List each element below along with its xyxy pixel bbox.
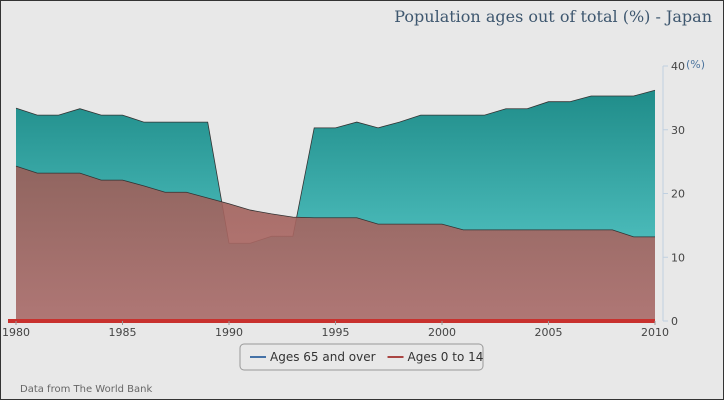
y-tick-label: 20	[671, 188, 685, 201]
x-tick-label: 2010	[641, 326, 669, 339]
legend-label: Ages 0 to 14	[408, 350, 484, 364]
line	[15, 89, 656, 244]
legend	[239, 343, 484, 371]
y-axis-title: (%)	[686, 58, 705, 71]
y-tick-label: 30	[671, 124, 685, 137]
y-tick-label: 10	[671, 251, 685, 264]
x-tick-label: 1985	[109, 326, 137, 339]
x-tick-label: 2000	[428, 326, 456, 339]
x-tick-label: 2005	[535, 326, 563, 339]
y-tick-label: 40	[671, 60, 685, 73]
area	[16, 166, 655, 321]
source: Data from The World Bank	[20, 384, 152, 395]
y-tick-label: 0	[671, 315, 678, 328]
x-tick-label: 1990	[215, 326, 243, 339]
legend-label: Ages 65 and over	[270, 350, 376, 364]
x-tick-label: 1995	[322, 326, 350, 339]
x-tick-label: 1980	[2, 326, 30, 339]
chart-title: Population ages out of total (%) - Japan	[394, 7, 712, 26]
line	[15, 165, 655, 238]
